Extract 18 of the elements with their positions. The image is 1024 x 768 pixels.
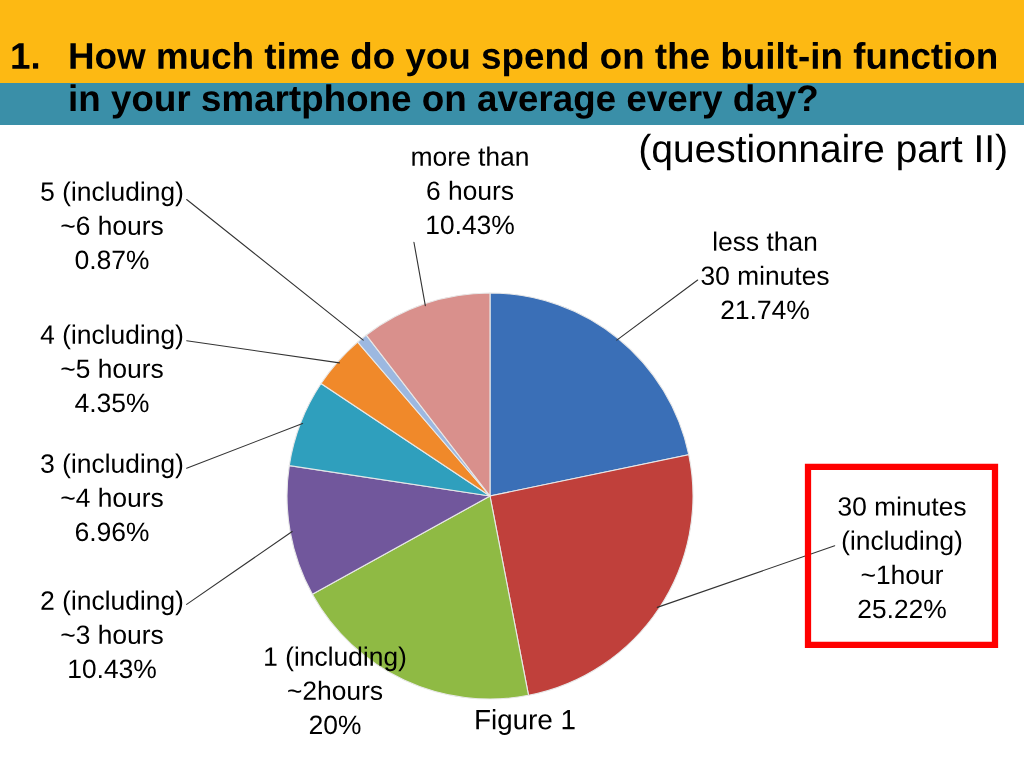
data-label: 10.43% bbox=[69, 659, 156, 679]
data-label: 25.22% bbox=[858, 599, 946, 619]
slice-label: more than 6 hours bbox=[412, 146, 528, 201]
slice-label: 4 (including) ~5 hours bbox=[40, 324, 183, 379]
data-label: 21.74% bbox=[721, 300, 809, 320]
data-label: 0.87% bbox=[75, 250, 149, 270]
data-label: 4.35% bbox=[75, 393, 149, 413]
data-label: 6.96% bbox=[75, 522, 149, 542]
data-label: 10.43% bbox=[427, 215, 514, 235]
caption: Figure 1 bbox=[476, 709, 575, 735]
slice-label: less than 30 minutes bbox=[701, 231, 829, 286]
data-label: 20% bbox=[309, 715, 361, 735]
chart-subtitle: (questionnaire part II) bbox=[640, 133, 1006, 171]
slice-label: 3 (including) ~4 hours bbox=[41, 453, 183, 508]
slice-label: 30 minutes (including) ~1hour bbox=[838, 496, 966, 585]
chart-title: 1. How much time do you spend on the built-in function in your smartphone on average every day? bbox=[12, 42, 997, 119]
slice-label: 2 (including) ~3 hours bbox=[41, 590, 183, 645]
slice-label: 5 (including) ~6 hours bbox=[41, 181, 183, 236]
